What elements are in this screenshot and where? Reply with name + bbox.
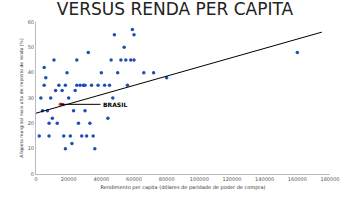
svg-text:60: 60 xyxy=(28,19,34,25)
svg-text:40: 40 xyxy=(28,69,34,75)
svg-text:BRASIL: BRASIL xyxy=(103,101,127,108)
svg-text:0: 0 xyxy=(31,171,34,177)
svg-text:180000: 180000 xyxy=(320,176,339,182)
svg-text:0: 0 xyxy=(34,176,37,182)
svg-text:30: 30 xyxy=(28,95,34,101)
svg-text:160000: 160000 xyxy=(288,176,307,182)
svg-text:60000: 60000 xyxy=(126,176,142,182)
svg-text:VERSUS RENDA PER CAPITA: VERSUS RENDA PER CAPITA xyxy=(57,0,294,19)
svg-text:100000: 100000 xyxy=(190,176,209,182)
svg-text:20: 20 xyxy=(28,120,34,126)
svg-text:Alíquota marginal mais alta do: Alíquota marginal mais alta do imposto d… xyxy=(19,38,24,158)
svg-text:80000: 80000 xyxy=(159,176,175,182)
svg-text:50: 50 xyxy=(28,44,34,50)
svg-text:20000: 20000 xyxy=(61,176,77,182)
svg-text:Rendimento per capita (dólares: Rendimento per capita (dólares de parida… xyxy=(101,184,266,191)
svg-text:40000: 40000 xyxy=(93,176,109,182)
svg-text:140000: 140000 xyxy=(255,176,274,182)
svg-text:10: 10 xyxy=(28,145,34,151)
svg-text:120000: 120000 xyxy=(222,176,241,182)
